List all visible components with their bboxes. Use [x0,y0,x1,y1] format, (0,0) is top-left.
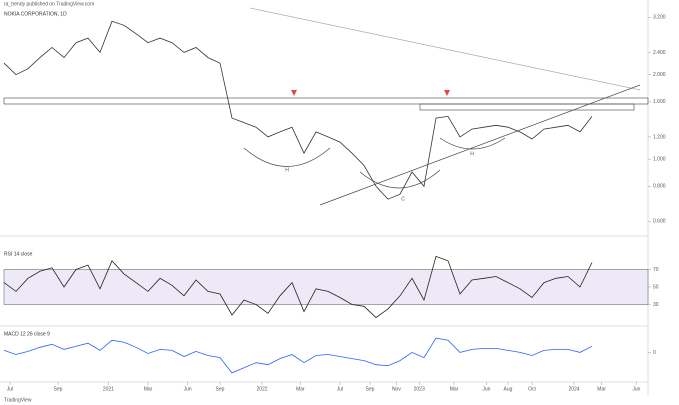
series-line [3,255,593,319]
x-tick-label: 2021 [103,386,114,392]
x-tick-label: Mar [296,386,305,392]
x-tick-label: 2022 [256,386,267,392]
resistance-zone [419,103,635,111]
trend-line [319,84,641,206]
y-tick-label: 1.200 [653,134,666,140]
x-tick-label: Sep [54,386,63,392]
y-tick-label: 0.600 [653,219,666,225]
x-tick-label: Aug [504,386,513,392]
x-tick-label: 2023 [414,386,425,392]
x-tick-label: Oct [528,386,536,392]
pane-title: MACD 12 26 close 9 [4,331,50,337]
resistance-zone [3,97,649,105]
x-tick-label: Mar [597,386,606,392]
annotation: H [285,167,289,173]
pane-title: RSI 14 close [4,251,33,257]
y-tick-label: 1.000 [653,156,666,162]
y-tick-label: 0.800 [653,184,666,190]
x-tick-label: Jun [632,386,640,392]
y-tick-label: 30 [653,302,659,308]
x-tick-label: Jul [337,386,343,392]
x-tick-label: Jun [184,386,192,392]
y-tick-label: 1.600 [653,99,666,105]
x-tick-label: Sep [216,386,225,392]
series-line [3,20,593,200]
y-tick-label: 3.200 [653,15,666,21]
pane-title: NOKIA CORPORATION, 1D [4,11,67,17]
x-tick-label: Mar [450,386,459,392]
pattern-arc [439,137,506,150]
y-tick-label: 0 [653,350,656,356]
y-tick-label: 50 [653,284,659,290]
annotation: H [470,151,474,157]
y-tick-label: 2.400 [653,50,666,56]
footer: TradingView [4,397,32,403]
x-tick-label: Nov [392,386,401,392]
x-tick-label: Jul [7,386,13,392]
y-tick-label: 2.000 [653,72,666,78]
x-tick-label: Sep [366,386,375,392]
pattern-arc [359,169,441,189]
pattern-arc [243,147,331,167]
annotation: C [401,196,405,202]
y-tick-label: 70 [653,267,659,273]
x-tick-label: 2024 [568,386,579,392]
x-tick-label: Mar [144,386,153,392]
series-line [3,337,593,374]
trend-line [249,7,641,91]
publisher: ra_trendy published on TradingView.com [4,1,94,7]
arrow-marker [291,90,297,96]
x-tick-label: Jun [482,386,490,392]
arrow-marker [444,90,450,96]
